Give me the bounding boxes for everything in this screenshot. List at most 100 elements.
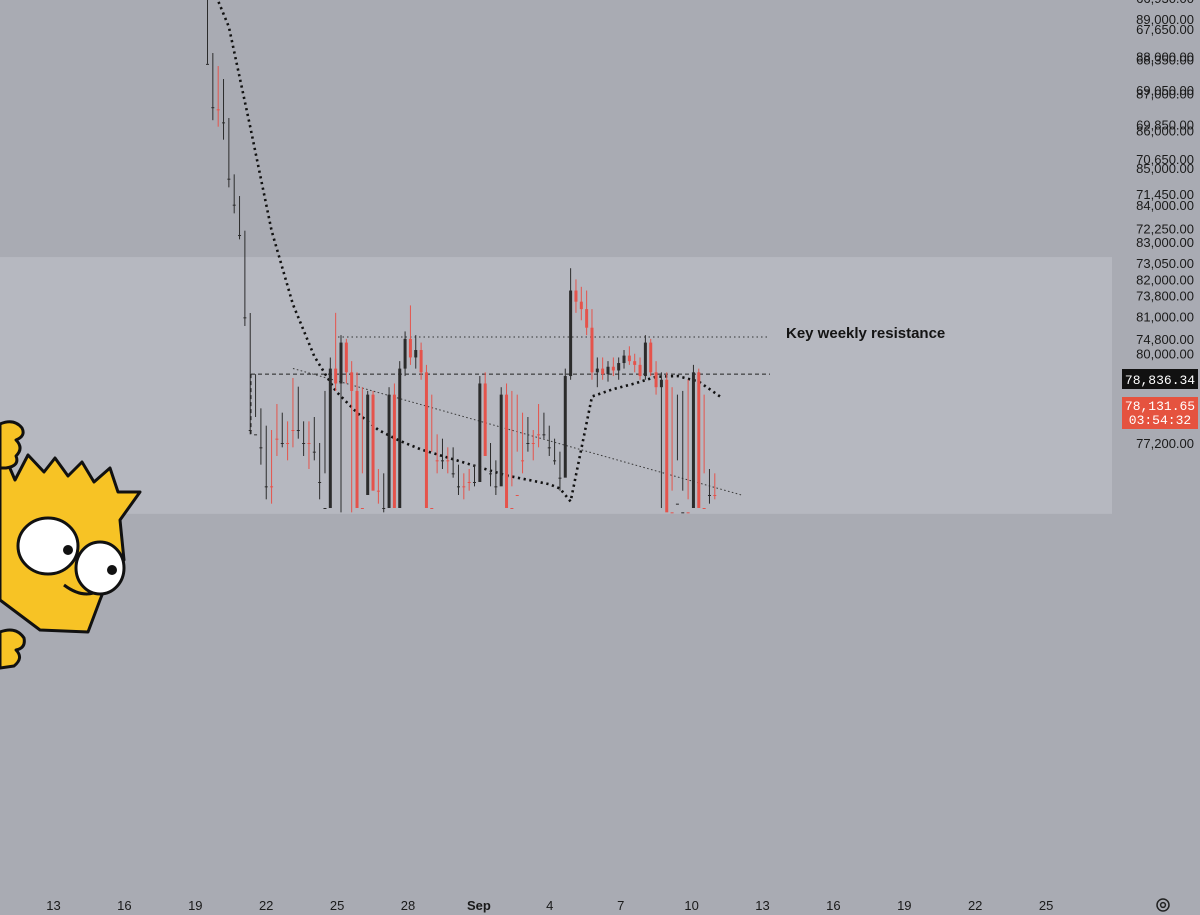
candle [622,350,626,369]
candle [638,357,642,380]
candle-body [478,383,482,482]
candle [473,464,476,487]
candle-body [659,379,663,388]
candle [585,290,589,336]
candle-body [681,512,685,514]
candle-body [387,394,391,508]
candle [424,364,428,508]
candle [521,412,525,474]
candle-body [382,507,386,509]
candle [499,387,503,487]
candle-body [414,350,418,358]
candle [259,408,263,465]
settings-gear-icon[interactable] [1156,898,1170,912]
price-tick-label: 87,000.00 [1136,86,1194,101]
candle-body [275,438,279,440]
candle-body [398,368,402,508]
candle [478,376,482,482]
candle [462,473,466,500]
candle [382,473,386,513]
candle-body [563,376,567,478]
candle [312,417,316,461]
candle-body [675,503,679,505]
candle [254,374,258,436]
candle-body [334,368,338,384]
candle-body [206,63,209,65]
candle [558,451,562,491]
candle-body [473,481,476,483]
candle [286,421,290,461]
candle [350,361,354,513]
candle [206,0,209,65]
candle-body [579,301,583,310]
price-axis[interactable]: 89,000.00 88,000.00 87,000.00 86,000.00 85,0… [1136,0,1194,451]
candle-body [264,486,268,488]
candle-body [286,443,290,444]
date-tick-label: 22 [968,898,982,913]
candle [489,443,493,487]
price-tick-label: 77,200.00 [1136,436,1194,451]
candle [659,372,663,508]
candle [456,464,460,495]
date-tick-label: 16 [826,898,840,913]
price-tick-label: 71,450.00 [1136,187,1194,202]
candle-body [403,338,407,369]
candle-body [270,486,274,488]
candle [366,390,370,495]
current-price-tag [1122,397,1198,429]
candle-body [494,486,498,488]
date-tick-label: 4 [546,898,553,913]
candle [595,357,599,388]
candle-body [510,507,514,509]
zone-level-tag [1122,369,1198,389]
time-axis[interactable]: 13 16 19 22 25 28 Sep 4 7 10 13 16 19 22 25 [46,898,1053,913]
candle [590,309,594,380]
candle [601,357,605,380]
candle [563,368,567,478]
candle-body [435,460,439,462]
price-tick-label: 89,000.00 [1136,12,1194,27]
candle [216,66,220,127]
price-tick-label: 86,000.00 [1136,124,1194,139]
date-tick-label: 25 [330,898,344,913]
candle [302,421,306,456]
candle [398,361,402,508]
candle [296,386,300,439]
candle-body [654,372,658,388]
candle [264,425,268,500]
candle-body [446,460,450,462]
candle [670,387,674,514]
candle [627,346,631,365]
candle-body [248,430,252,432]
price-tick-label: 85,000.00 [1136,161,1194,176]
candle-body [376,490,380,492]
date-tick-label: 19 [188,898,202,913]
candle [702,394,706,509]
price-tick-label: 70,650.00 [1136,152,1194,167]
candle-body [702,507,706,509]
candle [238,196,242,240]
candle-body [483,383,487,456]
candle [505,383,509,508]
candle-body [643,342,647,377]
candle-body [617,363,621,371]
price-tick-label: 67,650.00 [1136,22,1194,37]
candle [510,390,514,509]
candle [275,404,279,456]
candlestick-series [206,0,717,514]
candle-body [601,368,605,375]
candle-body [627,355,631,362]
candle [643,335,647,380]
price-tick-label: 83,000.00 [1136,235,1194,250]
price-tick-label: 73,800.00 [1136,289,1194,304]
candle-body [222,122,226,124]
candle [707,468,711,504]
candle [467,468,471,491]
candle-body [531,443,535,444]
candle-body [686,512,690,514]
candle [211,53,215,121]
candle [222,79,226,140]
candle [451,447,455,478]
price-tick-label: 74,800.00 [1136,332,1194,347]
